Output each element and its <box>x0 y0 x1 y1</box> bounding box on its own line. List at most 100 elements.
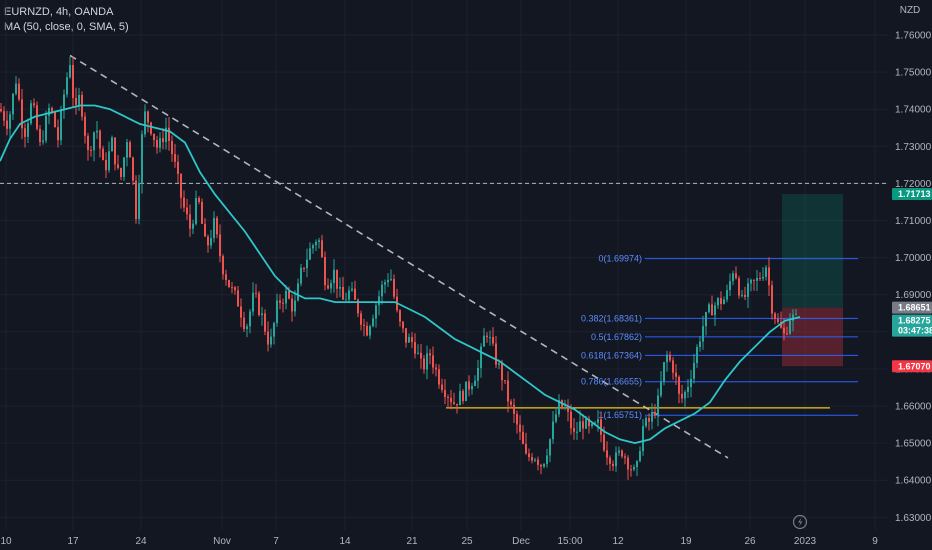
candle-body <box>468 381 470 390</box>
candle-body <box>93 132 95 151</box>
candle-body <box>324 256 326 286</box>
candle-body <box>126 142 128 158</box>
candle-body <box>669 354 671 361</box>
candle-body <box>441 384 443 391</box>
candle-body <box>30 103 32 124</box>
candle-body <box>300 267 302 284</box>
symbol-title[interactable]: EURNZD, 4h, OANDA <box>4 6 114 18</box>
candle-body <box>558 400 560 415</box>
candle-body <box>405 328 407 343</box>
candle-body <box>696 347 698 363</box>
candle-body <box>495 343 497 365</box>
candle-body <box>687 386 689 392</box>
candle-body <box>525 443 527 454</box>
ma-indicator-label[interactable]: MA (50, close, 0, SMA, 5) <box>4 21 129 33</box>
candle-body <box>156 140 158 148</box>
grid <box>0 0 888 530</box>
candle-body <box>270 336 272 345</box>
candle-body <box>489 337 491 339</box>
candle-body <box>147 111 149 123</box>
candle-body <box>399 310 401 322</box>
candle-body <box>240 306 242 318</box>
candle-body <box>237 290 239 307</box>
candle-body <box>792 314 794 321</box>
candle-body <box>63 94 65 110</box>
candle-body <box>207 236 209 246</box>
price-tag-countdown: 03:47:38 <box>898 326 932 336</box>
candle-body <box>411 337 413 343</box>
candle-body <box>483 335 485 347</box>
candle-body <box>171 140 173 155</box>
candle-body <box>720 298 722 305</box>
candle-body <box>327 285 329 289</box>
price-axis[interactable]: 1.76000 1.75000 1.74000 1.73000 1.72000 1.710… <box>895 31 932 524</box>
candle-body <box>600 419 602 435</box>
candle-body <box>465 381 467 401</box>
fib-level-label: 0(1.69974) <box>598 254 642 264</box>
candle-body <box>162 138 164 143</box>
candle-body <box>384 282 386 285</box>
candle-body <box>348 290 350 300</box>
price-tag-label: 1.68651 <box>898 303 931 313</box>
candle-body <box>15 83 17 94</box>
candle-body <box>627 457 629 470</box>
time-tick-label: 12 <box>612 536 624 547</box>
candle-body <box>546 455 548 464</box>
candle-body <box>9 114 11 129</box>
lightning-icon[interactable] <box>792 514 808 530</box>
candle-body <box>195 198 197 224</box>
candle-body <box>225 274 227 281</box>
candle-body <box>585 418 587 429</box>
candle-body <box>123 157 125 178</box>
candle-body <box>141 134 143 184</box>
candle-body <box>297 283 299 301</box>
candle-body <box>672 360 674 373</box>
candle-body <box>681 393 683 399</box>
price-tick-label: 1.65000 <box>895 439 932 450</box>
candle-body <box>768 267 770 286</box>
candle-body <box>339 286 341 289</box>
candle-body <box>717 298 719 306</box>
candle-body <box>729 281 731 291</box>
candle-body <box>309 248 311 260</box>
candle-body <box>456 403 458 406</box>
candle-body <box>294 300 296 312</box>
candle-body <box>42 140 44 143</box>
candle-body <box>336 269 338 289</box>
candle-body <box>174 154 176 162</box>
candle-body <box>222 256 224 275</box>
candle-body <box>738 278 740 296</box>
candle-body <box>381 284 383 297</box>
fib-retracement[interactable]: 0(1.69974) 0.382(1.68361) 0.5(1.67862) 0.61… <box>581 254 858 421</box>
candle-body <box>360 313 362 325</box>
candle-body <box>219 234 221 257</box>
candle-body <box>636 461 638 467</box>
long-position-tool[interactable] <box>782 194 843 367</box>
candle-body <box>522 431 524 444</box>
candle-body <box>105 160 107 171</box>
candle-body <box>129 142 131 158</box>
candle-body <box>480 346 482 368</box>
price-tick-label: 1.71000 <box>895 216 932 227</box>
candle-body <box>756 277 758 281</box>
candle-body <box>510 401 512 405</box>
fib-level-label: 0.786(1.66655) <box>581 377 642 387</box>
candle-body <box>306 259 308 269</box>
time-tick-label: 25 <box>461 536 473 547</box>
candle-body <box>330 283 332 289</box>
candle-body <box>423 358 425 370</box>
candle-body <box>333 269 335 284</box>
candle-body <box>153 133 155 141</box>
candle-body <box>372 318 374 327</box>
candle-body <box>27 123 29 137</box>
drawing-lines[interactable] <box>0 54 888 459</box>
candle-body <box>99 130 101 149</box>
time-tick-label: Nov <box>213 536 231 547</box>
candle-body <box>342 286 344 300</box>
candle-body <box>579 421 581 432</box>
time-axis[interactable]: 10 17 24 Nov 7 14 21 25 Dec 15:00 12 19 26 2023 9 <box>0 536 878 547</box>
candle-body <box>186 207 188 215</box>
candle-body <box>150 122 152 134</box>
candle-body <box>675 372 677 377</box>
